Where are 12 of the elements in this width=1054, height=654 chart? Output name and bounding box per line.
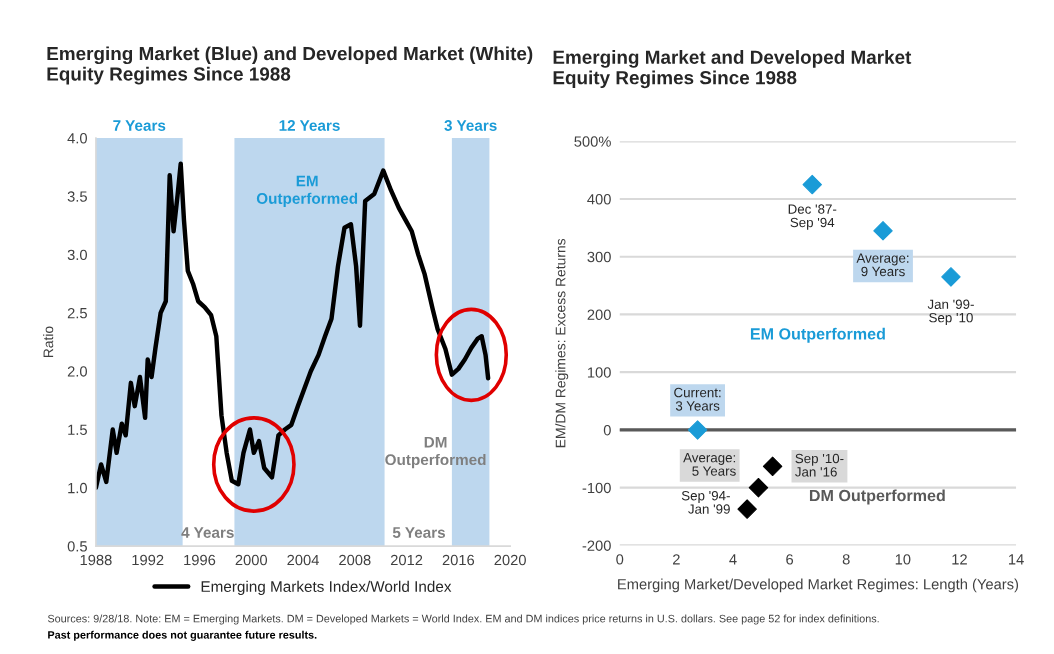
point (737, 499, 757, 519)
line-series (95, 161, 491, 491)
annotation: DM Outperformed (809, 489, 945, 505)
annotation: EM Outperformed (750, 327, 885, 343)
point (762, 456, 783, 477)
point (941, 267, 961, 287)
point (873, 221, 893, 241)
chart-title: Emerging Market and Developed Market Equity Regimes Since 1988 (553, 50, 912, 89)
point (748, 477, 769, 498)
point (687, 420, 708, 440)
chart-title: Emerging Market (Blue) and Developed Market (White) Equity Regimes Since 1988 (47, 46, 533, 85)
point (802, 174, 822, 195)
